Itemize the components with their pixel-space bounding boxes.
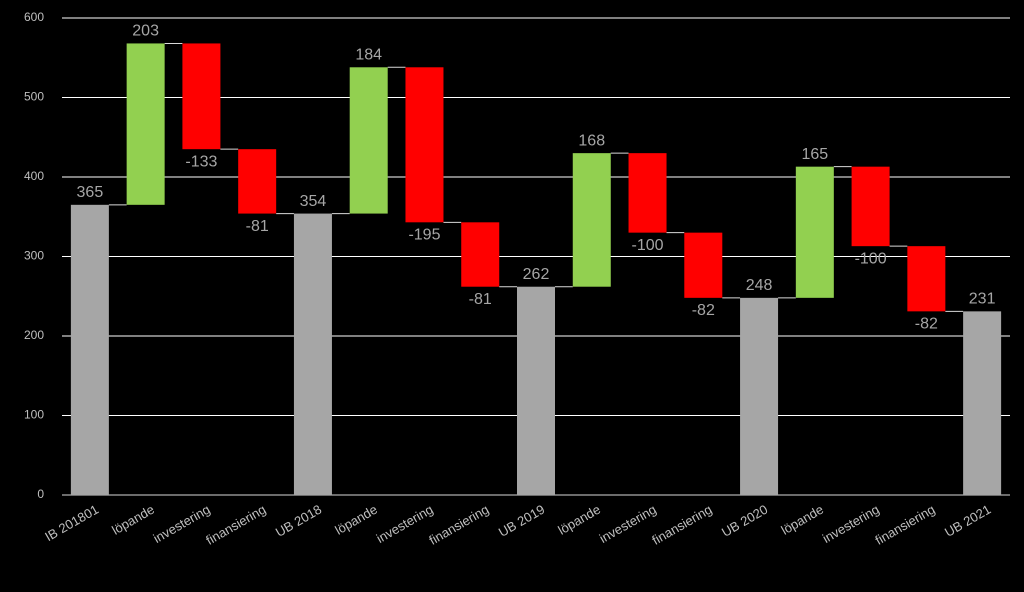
value-label: -195	[408, 227, 440, 244]
y-tick-label: 500	[24, 90, 44, 104]
bar	[517, 286, 555, 495]
bar	[963, 311, 1002, 495]
bar	[684, 232, 723, 298]
value-label: 231	[969, 291, 996, 308]
value-label: -82	[692, 302, 715, 319]
value-label: 168	[578, 132, 605, 149]
y-tick-label: 600	[24, 10, 44, 24]
bar	[851, 166, 890, 247]
bar	[70, 204, 109, 495]
value-label: 184	[355, 47, 382, 64]
value-label: 203	[132, 23, 159, 40]
bar	[628, 153, 667, 233]
value-label: 165	[801, 146, 828, 163]
value-label: -82	[915, 316, 938, 333]
bar	[293, 213, 332, 495]
value-label: -133	[185, 153, 217, 170]
bar	[572, 153, 611, 287]
y-tick-label: 100	[24, 408, 44, 422]
bar	[349, 67, 388, 214]
y-tick-label: 300	[24, 249, 44, 263]
bar	[795, 166, 834, 298]
bar	[238, 149, 277, 214]
value-label: -100	[632, 237, 664, 254]
bar	[907, 246, 946, 312]
bar	[182, 43, 221, 150]
y-tick-label: 200	[24, 328, 44, 342]
bar	[461, 222, 500, 287]
bar	[405, 67, 444, 223]
bar	[126, 43, 165, 205]
value-label: 248	[746, 277, 773, 294]
value-label: -100	[855, 250, 887, 267]
value-label: 354	[300, 193, 327, 210]
y-tick-label: 400	[24, 169, 44, 183]
value-label: 262	[523, 266, 550, 283]
value-label: 365	[77, 184, 104, 201]
y-tick-label: 0	[37, 487, 44, 501]
bar	[740, 297, 779, 495]
value-label: -81	[469, 291, 492, 308]
value-label: -81	[246, 218, 269, 235]
